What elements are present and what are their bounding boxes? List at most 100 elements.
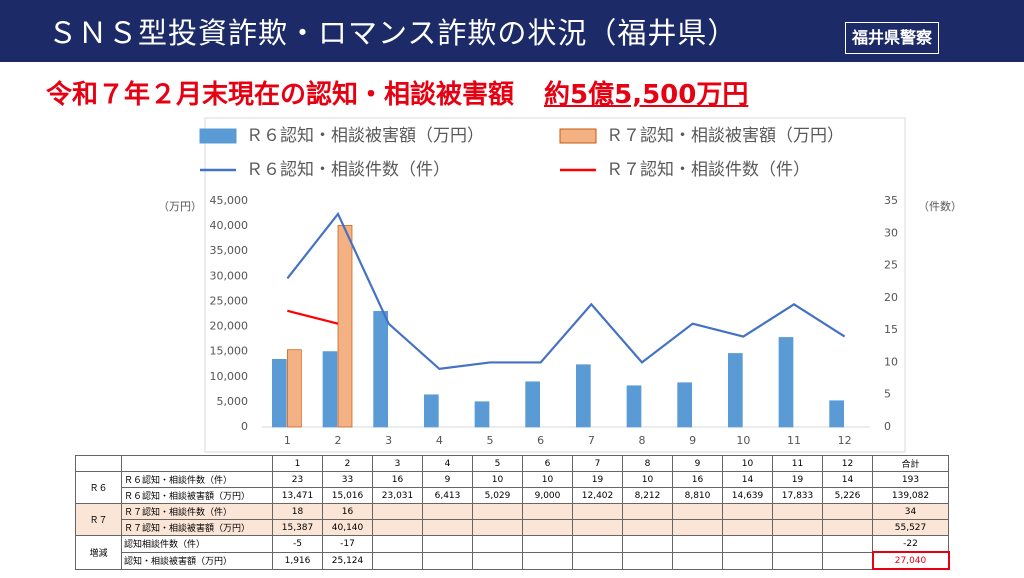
police-logo: 福井県警察 [845, 22, 939, 54]
table-cell [522, 551, 573, 570]
table-header: 6 [522, 455, 573, 472]
y-tick-label: 45,000 [210, 194, 249, 207]
table-cell [772, 551, 823, 570]
table-header: 11 [772, 455, 823, 472]
y2-tick-label: 25 [884, 259, 898, 272]
slide-title: ＳＮＳ型投資詐欺・ロマンス詐欺の状況（福井県） [48, 16, 738, 50]
legend-label: Ｒ６認知・相談被害額（万円） [246, 126, 484, 146]
y2-tick-label: 5 [884, 388, 891, 401]
table-cell [622, 551, 673, 570]
group-label: Ｒ７ [75, 503, 122, 536]
table-cell [622, 503, 673, 520]
table-header: 9 [672, 455, 723, 472]
table-cell [472, 551, 523, 570]
table-cell: 5,226 [822, 487, 873, 504]
bar [829, 400, 845, 428]
table-cell [522, 535, 573, 553]
table-cell [422, 535, 473, 553]
bar [271, 358, 287, 428]
table-header: 12 [822, 455, 873, 472]
table-cell [572, 551, 623, 570]
y-tick-label: 15,000 [210, 345, 249, 358]
table-corner [121, 455, 273, 472]
x-tick-label: 10 [736, 434, 750, 447]
table-header: 1 [272, 455, 323, 472]
bar [575, 364, 591, 428]
table-header: 5 [472, 455, 523, 472]
legend-swatch [199, 128, 237, 144]
table-cell: 14 [822, 471, 873, 488]
table-cell [672, 503, 723, 520]
y-axis-label: （万円） [158, 200, 202, 213]
table-header: 合計 [872, 455, 949, 472]
x-tick-label: 7 [588, 434, 595, 447]
header-bar: ＳＮＳ型投資詐欺・ロマンス詐欺の状況（福井県） 福井県警察 [0, 0, 1024, 62]
table-cell [522, 519, 573, 536]
table-row: 増減 認知相談件数（件） -5 -17 -22 [75, 535, 949, 570]
row-label: Ｒ７認知・相談被害額（万円） [121, 519, 273, 536]
table-cell [722, 551, 773, 570]
y2-axis-label: （件数） [918, 200, 962, 213]
bar [474, 401, 490, 428]
table-cell: 19 [772, 471, 823, 488]
table-cell [772, 519, 823, 536]
x-tick-label: 9 [689, 434, 696, 447]
table-cell [572, 519, 623, 536]
table-cell [572, 503, 623, 520]
bar [727, 353, 743, 428]
y-tick-label: 0 [241, 420, 248, 433]
table-cell: 23,031 [372, 487, 423, 504]
table-cell [372, 535, 423, 553]
y2-tick-label: 30 [884, 226, 898, 239]
table-cell: 10 [522, 471, 573, 488]
table-cell: 10 [622, 471, 673, 488]
table-cell [622, 535, 673, 553]
table-row: Ｒ６認知・相談被害額（万円） 13,471 15,016 23,031 6,413 5,0… [76, 487, 949, 504]
row-label: Ｒ６認知・相談被害額（万円） [121, 487, 273, 504]
table-cell: 14 [722, 471, 773, 488]
table-cell: 9 [422, 471, 473, 488]
table-cell [472, 535, 523, 553]
table-cell [822, 503, 873, 520]
legend-label: Ｒ７認知・相談被害額（万円） [606, 126, 844, 146]
table-cell: 19 [572, 471, 623, 488]
table-cell: 17,833 [772, 487, 823, 504]
y-tick-label: 30,000 [210, 269, 249, 282]
table-cell: 40,140 [322, 519, 373, 536]
subtitle-amount: 約5億5,500万円 [544, 80, 749, 110]
table-cell [822, 535, 873, 553]
subtitle: 令和７年２月末現在の認知・相談被害額 約5億5,500万円 [46, 74, 748, 111]
bar [286, 349, 302, 428]
table-cell [372, 519, 423, 536]
bar [626, 385, 642, 428]
table-cell: 15,016 [322, 487, 373, 504]
table-total: 193 [872, 471, 949, 488]
bar [525, 381, 541, 428]
legend-swatch [559, 128, 597, 144]
line [286, 211, 846, 371]
table-corner [75, 455, 122, 472]
table-cell [722, 503, 773, 520]
table-header: 10 [722, 455, 773, 472]
table-cell [472, 519, 523, 536]
subtitle-text: 令和７年２月末現在の認知・相談被害額 [46, 80, 515, 110]
table-cell: 8,810 [672, 487, 723, 504]
table-cell: 12,402 [572, 487, 623, 504]
x-tick-label: 3 [385, 434, 392, 447]
table-cell: -17 [322, 535, 373, 553]
table-row: 認知・相談被害額（万円） 1,916 25,124 27,040 [76, 551, 950, 570]
x-tick-label: 12 [838, 434, 852, 447]
table-cell [572, 535, 623, 553]
table-header: 4 [422, 455, 473, 472]
table-cell: -5 [272, 535, 323, 553]
x-tick-label: 5 [487, 434, 494, 447]
table-cell [522, 503, 573, 520]
table-cell [822, 551, 873, 570]
table-cell [372, 551, 423, 570]
table-cell: 10 [472, 471, 523, 488]
table-cell [672, 519, 723, 536]
table-total: 34 [872, 503, 949, 520]
table-cell: 16 [672, 471, 723, 488]
table-cell: 16 [372, 471, 423, 488]
table-cell: 1,916 [272, 551, 323, 570]
